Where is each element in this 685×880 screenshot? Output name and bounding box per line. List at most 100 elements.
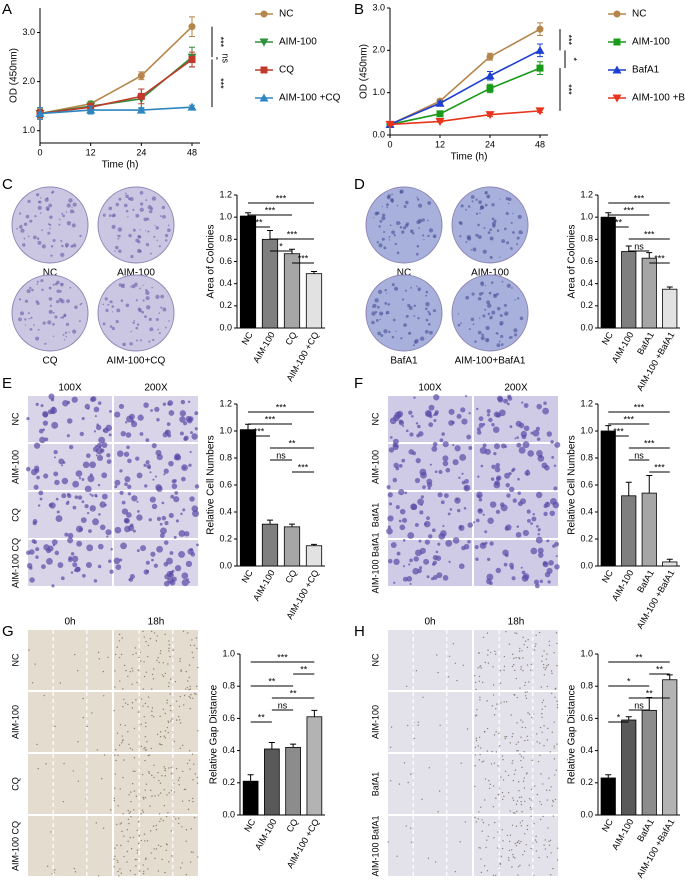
- cell: [33, 484, 39, 490]
- colony: [394, 242, 397, 246]
- cell: [89, 493, 92, 496]
- cell: [109, 569, 114, 574]
- point: [535, 107, 545, 116]
- cell: [132, 670, 134, 672]
- y-tick-label: 0.2: [580, 533, 593, 543]
- cell: [388, 447, 395, 453]
- bar: [261, 238, 279, 329]
- cell: [482, 760, 485, 762]
- colony: [120, 299, 124, 302]
- cell: [489, 501, 497, 508]
- colony: [102, 213, 106, 217]
- cell: [168, 647, 170, 650]
- cell: [86, 725, 88, 728]
- cell: [62, 800, 64, 803]
- colony: [66, 299, 70, 304]
- error-bar: [646, 475, 653, 494]
- colony: [411, 230, 413, 232]
- cell: [514, 669, 516, 672]
- cell: [387, 841, 389, 843]
- colony: [116, 235, 119, 237]
- significance-label: ***: [287, 229, 298, 239]
- cell: [136, 849, 139, 851]
- row-label: BafA1: [370, 503, 380, 528]
- cell: [501, 443, 507, 449]
- y-tick-label: 2.0: [22, 76, 35, 86]
- cell: [194, 427, 198, 431]
- cell: [126, 512, 132, 518]
- cell: [168, 512, 174, 519]
- cell: [181, 826, 183, 828]
- cell: [67, 493, 72, 499]
- colony: [512, 231, 515, 234]
- colony: [69, 286, 72, 289]
- cell: [188, 695, 190, 698]
- cell: [493, 451, 497, 456]
- bar: [621, 495, 637, 567]
- colony: [26, 289, 31, 294]
- colony: [40, 197, 42, 199]
- cell: [188, 581, 191, 584]
- cell: [179, 867, 182, 869]
- colony-plate: [97, 186, 175, 264]
- cell: [189, 688, 192, 690]
- cell: [527, 639, 529, 641]
- cell: [143, 636, 145, 638]
- micrograph: [28, 754, 112, 814]
- cell: [521, 766, 523, 769]
- cell: [518, 446, 526, 454]
- cell: [113, 800, 116, 802]
- colony: [433, 235, 436, 238]
- cell: [147, 696, 150, 698]
- colony: [154, 224, 156, 227]
- cell: [46, 547, 52, 554]
- cell: [448, 560, 451, 563]
- cell: [437, 542, 441, 546]
- cell: [155, 824, 157, 827]
- point: [188, 56, 196, 64]
- cell: [142, 864, 144, 866]
- cell: [175, 719, 178, 721]
- cell: [390, 436, 393, 439]
- colony: [108, 206, 113, 211]
- significance-label: **: [615, 217, 623, 227]
- cell: [477, 475, 480, 478]
- colony: [136, 323, 140, 326]
- cell: [131, 667, 133, 670]
- cell: [89, 461, 96, 469]
- cell: [497, 765, 499, 767]
- cell: [525, 697, 528, 699]
- micrograph: [388, 754, 472, 814]
- y-tick-label: 1.0: [372, 87, 385, 97]
- cell: [151, 710, 153, 712]
- cell: [524, 470, 531, 476]
- cell: [80, 517, 87, 523]
- cell: [408, 410, 413, 415]
- cell: [136, 829, 138, 832]
- cell: [159, 820, 161, 823]
- cell: [51, 421, 59, 429]
- cell: [76, 540, 83, 547]
- cell: [390, 726, 393, 728]
- colony: [382, 213, 386, 217]
- cell: [86, 511, 90, 515]
- colony: [396, 251, 400, 255]
- cell: [122, 813, 124, 815]
- cell: [150, 630, 153, 633]
- colony: [27, 312, 30, 315]
- colony: [417, 287, 421, 291]
- panel-label: E: [2, 375, 12, 392]
- cell: [553, 745, 555, 747]
- cell: [530, 663, 533, 666]
- colony: [164, 239, 168, 242]
- bar: [600, 777, 616, 816]
- cell: [419, 510, 424, 515]
- cell: [426, 411, 432, 417]
- colony: [61, 316, 65, 319]
- colony: [486, 194, 491, 199]
- cell: [387, 525, 391, 529]
- y-axis-label: OD (450nm): [359, 44, 370, 99]
- cell: [517, 491, 521, 495]
- colony: [52, 335, 55, 338]
- colony: [79, 303, 82, 306]
